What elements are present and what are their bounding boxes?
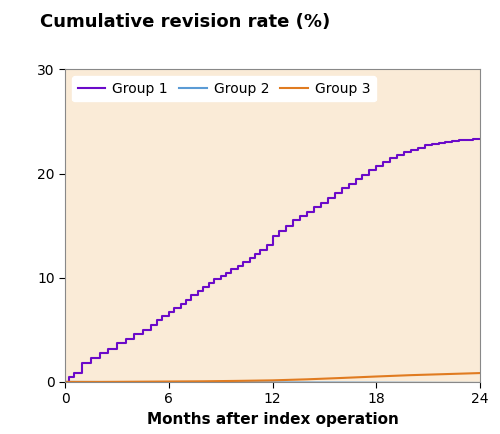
Group 2 bbox=[62, 379, 68, 385]
Group 1 bbox=[195, 289, 201, 294]
Text: Cumulative revision rate (%): Cumulative revision rate (%) bbox=[40, 13, 330, 31]
Line: Group 2: Group 2 bbox=[65, 382, 480, 383]
Group 3 bbox=[408, 372, 414, 378]
Group 3 bbox=[304, 377, 310, 382]
Group 3 bbox=[442, 372, 448, 377]
Group 1 bbox=[463, 138, 469, 143]
Group 3 bbox=[96, 379, 102, 385]
Group 1 bbox=[183, 297, 189, 302]
Group 3 bbox=[235, 378, 241, 384]
Group 1 bbox=[477, 137, 483, 142]
Group 1 bbox=[346, 181, 352, 187]
Group 2 bbox=[477, 380, 483, 385]
X-axis label: Months after index operation: Months after index operation bbox=[146, 412, 398, 427]
Group 3 bbox=[477, 371, 483, 376]
Group 3 bbox=[62, 379, 68, 385]
Group 3 bbox=[131, 379, 137, 385]
Group 3 bbox=[270, 378, 276, 383]
Group 2 bbox=[270, 380, 276, 385]
Line: Group 3: Group 3 bbox=[65, 373, 480, 382]
Group 3 bbox=[166, 379, 172, 384]
Group 3 bbox=[373, 374, 379, 379]
Group 3 bbox=[200, 379, 206, 384]
Legend: Group 1, Group 2, Group 3: Group 1, Group 2, Group 3 bbox=[72, 76, 376, 102]
Group 1 bbox=[252, 251, 258, 256]
Group 1 bbox=[470, 137, 476, 142]
Group 1 bbox=[264, 243, 270, 248]
Group 3 bbox=[338, 375, 344, 381]
Line: Group 1: Group 1 bbox=[65, 139, 480, 382]
Group 1 bbox=[62, 379, 68, 385]
